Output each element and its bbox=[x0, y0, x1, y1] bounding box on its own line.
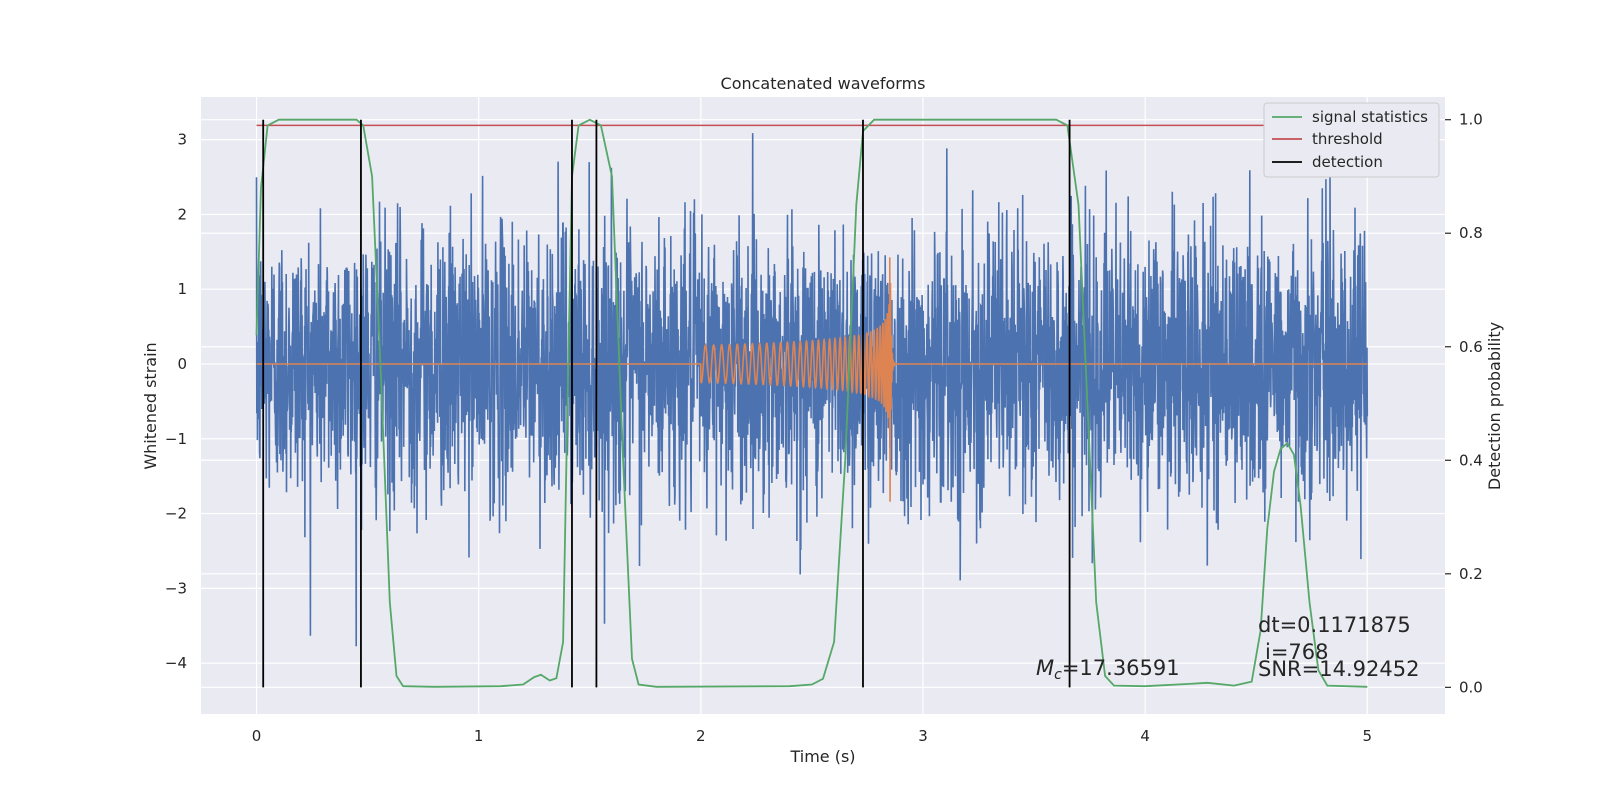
y-right-tick-label: 0.6 bbox=[1459, 338, 1483, 356]
y-right-axis-ticks: 0.0 0.2 0.4 0.6 0.8 1.0 bbox=[1445, 111, 1483, 696]
dt-annotation: dt=0.1171875 bbox=[1258, 613, 1411, 637]
y-left-axis-label: Whitened strain bbox=[141, 342, 160, 469]
i-annotation: i=768 bbox=[1265, 640, 1329, 664]
x-axis-label: Time (s) bbox=[789, 747, 855, 766]
y-left-tick-label: −4 bbox=[165, 654, 187, 672]
x-tick-label: 5 bbox=[1362, 727, 1372, 745]
x-tick-label: 4 bbox=[1140, 727, 1150, 745]
y-right-tick-label: 0.2 bbox=[1459, 565, 1483, 583]
y-right-tick-label: 0.0 bbox=[1459, 678, 1483, 696]
legend-label-detection: detection bbox=[1312, 153, 1383, 171]
y-right-tick-label: 0.8 bbox=[1459, 224, 1483, 242]
mc-annotation: Mc=17.36591 bbox=[1036, 656, 1180, 683]
y-left-tick-label: −1 bbox=[165, 430, 187, 448]
snr-annotation: SNR=14.92452 bbox=[1258, 657, 1419, 681]
y-left-tick-label: −2 bbox=[165, 505, 187, 523]
legend-box bbox=[1263, 102, 1440, 178]
legend-label-threshold: threshold bbox=[1312, 130, 1383, 148]
signal-statistics-line bbox=[255, 118, 1368, 688]
y-left-axis-ticks: −4 −3 −2 −1 0 1 2 3 bbox=[165, 131, 187, 673]
x-tick-label: 1 bbox=[474, 727, 484, 745]
x-axis-ticks: 0 1 2 3 4 5 bbox=[252, 727, 1372, 745]
noise-waveform bbox=[255, 133, 1369, 647]
chirp-waveform bbox=[256, 257, 1368, 502]
chart-title: Concatenated waveforms bbox=[721, 74, 926, 93]
y-left-tick-label: 1 bbox=[177, 280, 187, 298]
x-tick-label: 0 bbox=[252, 727, 262, 745]
y-right-tick-label: 1.0 bbox=[1459, 111, 1483, 129]
y-left-tick-label: 0 bbox=[177, 355, 187, 373]
legend-label-signal-statistics: signal statistics bbox=[1312, 108, 1428, 126]
y-left-tick-label: 2 bbox=[177, 205, 187, 223]
detection-lines bbox=[262, 119, 1071, 688]
x-tick-label: 3 bbox=[918, 727, 928, 745]
x-tick-label: 2 bbox=[696, 727, 706, 745]
y-left-tick-label: 3 bbox=[177, 131, 187, 149]
legend: signal statistics threshold detection bbox=[1263, 102, 1440, 178]
y-right-tick-label: 0.4 bbox=[1459, 451, 1483, 469]
y-left-tick-label: −3 bbox=[165, 579, 187, 597]
y-right-axis-label: Detection probability bbox=[1485, 322, 1504, 490]
